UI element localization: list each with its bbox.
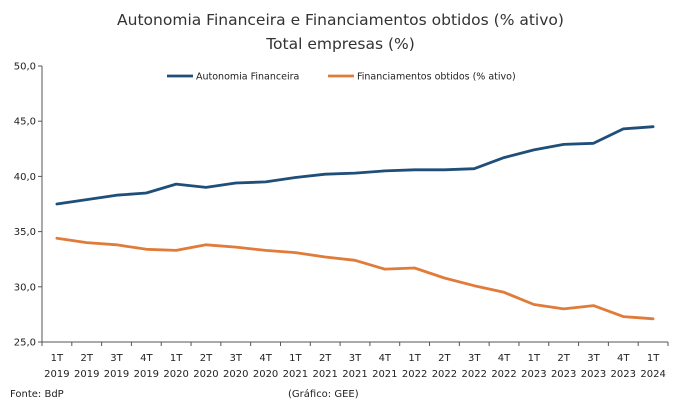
legend-label-autonomia-financeira: Autonomia Financeira — [196, 72, 299, 83]
x-tick-label-year: 2021 — [312, 369, 337, 380]
legend-label-financiamentos-obtidos: Financiamentos obtidos (% ativo) — [357, 72, 516, 83]
x-tick-label-year: 2022 — [491, 369, 516, 380]
x-tick-label-year: 2022 — [402, 369, 427, 380]
x-tick-label-year: 2021 — [372, 369, 397, 380]
x-tick-label-quarter: 3T — [468, 353, 481, 364]
x-tick-label-quarter: 2T — [557, 353, 570, 364]
x-tick-label-year: 2022 — [462, 369, 487, 380]
x-tick-label-year: 2022 — [432, 369, 457, 380]
x-tick-label-year: 2020 — [193, 369, 218, 380]
x-tick-label-quarter: 2T — [200, 353, 213, 364]
x-tick-label-quarter: 4T — [259, 353, 272, 364]
x-tick-label-year: 2023 — [521, 369, 546, 380]
y-tick-label: 50,0 — [14, 62, 36, 73]
chart-subtitle: Total empresas (%) — [266, 35, 415, 53]
x-tick-label-year: 2019 — [134, 369, 159, 380]
x-tick-label-quarter: 2T — [80, 353, 93, 364]
x-tick-label-year: 2023 — [581, 369, 606, 380]
chart-credit: (Gráfico: GEE) — [288, 389, 359, 400]
x-tick-label-quarter: 1T — [528, 353, 541, 364]
x-tick-label-quarter: 2T — [438, 353, 451, 364]
x-tick-label-quarter: 3T — [230, 353, 243, 364]
x-tick-label-quarter: 3T — [110, 353, 123, 364]
x-tick-label-quarter: 4T — [617, 353, 630, 364]
x-tick-label-year: 2020 — [163, 369, 188, 380]
x-tick-label-year: 2019 — [104, 369, 129, 380]
y-tick-label: 25,0 — [14, 338, 36, 349]
x-tick-label-year: 2021 — [283, 369, 308, 380]
x-tick-label-quarter: 4T — [140, 353, 153, 364]
x-tick-label-quarter: 2T — [319, 353, 332, 364]
chart-title: Autonomia Financeira e Financiamentos ob… — [117, 11, 564, 29]
x-tick-label-year: 2021 — [342, 369, 367, 380]
y-tick-label: 45,0 — [14, 117, 36, 128]
y-tick-label: 35,0 — [14, 227, 36, 238]
x-tick-label-year: 2020 — [253, 369, 278, 380]
x-tick-label-quarter: 1T — [289, 353, 302, 364]
x-tick-label-year: 2019 — [74, 369, 99, 380]
y-tick-label: 30,0 — [14, 282, 36, 293]
x-tick-label-quarter: 3T — [349, 353, 362, 364]
x-tick-label-quarter: 1T — [170, 353, 183, 364]
x-tick-label-year: 2023 — [551, 369, 576, 380]
x-tick-label-quarter: 1T — [647, 353, 660, 364]
source-note: Fonte: BdP — [10, 389, 64, 400]
x-tick-label-quarter: 3T — [587, 353, 600, 364]
x-tick-label-quarter: 1T — [408, 353, 421, 364]
x-tick-label-quarter: 1T — [51, 353, 64, 364]
series-line-financiamentos-obtidos — [55, 236, 655, 321]
x-tick-label-quarter: 4T — [379, 353, 392, 364]
x-tick-label-year: 2023 — [611, 369, 636, 380]
x-tick-label-year: 2024 — [640, 369, 665, 380]
x-tick-label-year: 2020 — [223, 369, 248, 380]
x-tick-label-year: 2019 — [44, 369, 69, 380]
series-line-autonomia-financeira — [55, 125, 655, 206]
y-tick-label: 40,0 — [14, 172, 36, 183]
x-tick-label-quarter: 4T — [498, 353, 511, 364]
